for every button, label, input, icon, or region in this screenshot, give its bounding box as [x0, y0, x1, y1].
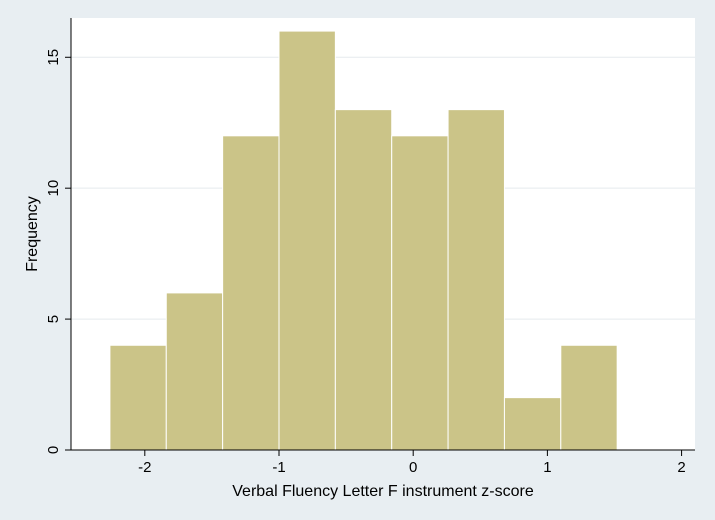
y-tick-label: 0 — [45, 446, 62, 454]
histogram-bar-3 — [222, 135, 280, 451]
x-tick-label: 1 — [543, 459, 551, 476]
tick-labels: -2 -1 0 1 2 0 5 10 15 — [45, 49, 686, 476]
histogram-bar-8 — [503, 397, 562, 451]
histogram-bar-4 — [278, 30, 336, 451]
axes — [65, 18, 695, 456]
x-axis-title: Verbal Fluency Letter F instrument z-sco… — [232, 483, 534, 500]
y-tick-label: 15 — [45, 49, 62, 66]
x-tick-label: 0 — [409, 459, 417, 476]
histogram-bar-6 — [391, 135, 449, 451]
y-tick-label: 5 — [45, 315, 62, 323]
x-tick-label: -1 — [272, 459, 285, 476]
histogram-bar-2 — [165, 292, 224, 451]
histogram-bar-5 — [334, 109, 393, 451]
histogram-bars — [109, 30, 618, 451]
y-axis-title: Frequency — [24, 196, 41, 272]
histogram-bar-7 — [447, 109, 505, 451]
histogram-bar-9 — [560, 344, 618, 451]
histogram-bar-1 — [109, 344, 167, 451]
x-tick-label: -2 — [138, 459, 151, 476]
y-tick-label: 10 — [45, 180, 62, 197]
x-tick-label: 2 — [677, 459, 685, 476]
